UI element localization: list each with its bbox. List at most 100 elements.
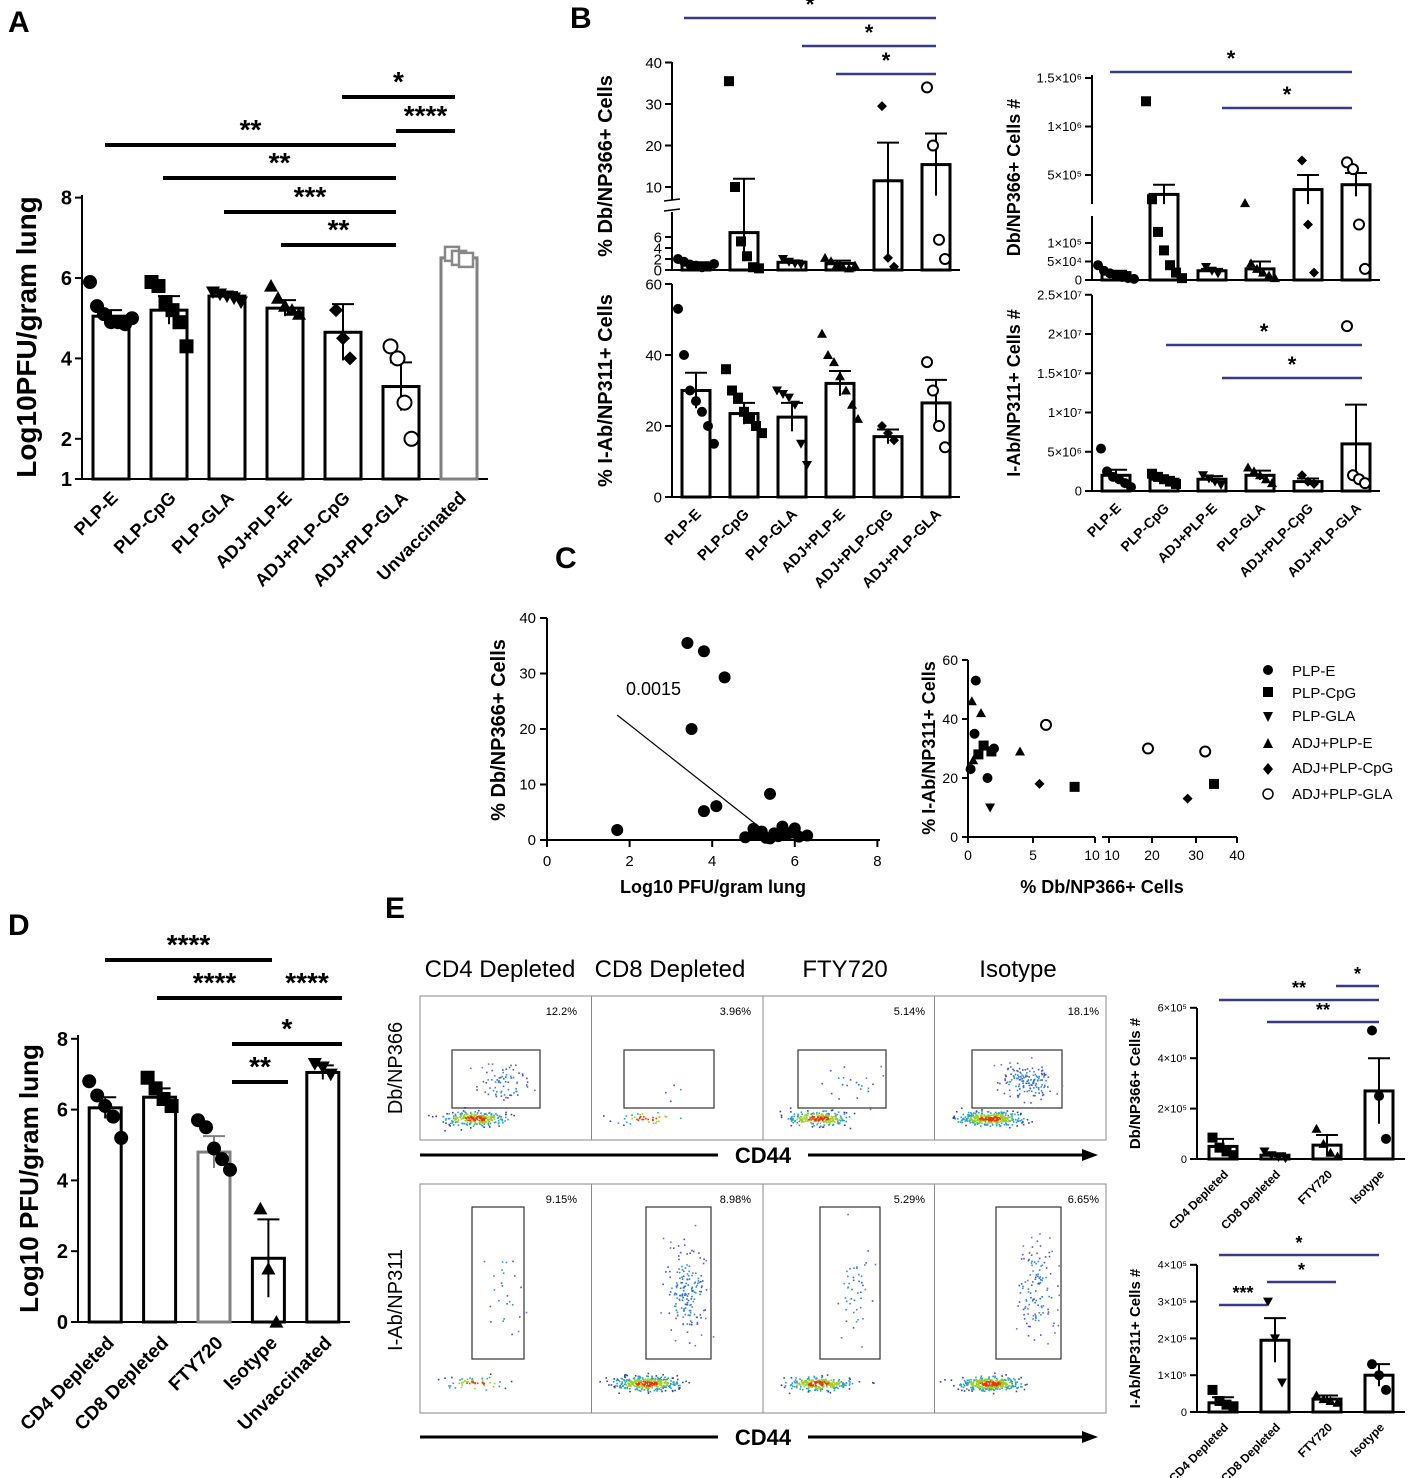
flow-event: [852, 1276, 855, 1279]
flow-event: [697, 1280, 700, 1282]
flow-event: [1041, 1069, 1044, 1072]
flow-event: [666, 1384, 669, 1386]
flow-event: [698, 1281, 701, 1284]
flow-event: [697, 1277, 700, 1280]
y-tick-label: 0: [950, 829, 958, 845]
y-tick-label: 1.5×10⁷: [1037, 366, 1082, 381]
flow-event: [1011, 1383, 1014, 1385]
flow-event: [852, 1327, 855, 1329]
flow-event: [614, 1386, 616, 1389]
flow-event: [984, 1379, 987, 1382]
flow-event: [1029, 1325, 1031, 1328]
flow-event: [1021, 1074, 1023, 1076]
flow-event: [1040, 1305, 1043, 1308]
flow-event: [1039, 1334, 1042, 1336]
data-point: [1261, 474, 1271, 484]
flow-event: [668, 1312, 671, 1314]
flow-event: [970, 1112, 973, 1115]
flow-event: [1006, 1110, 1009, 1112]
flow-event: [494, 1093, 497, 1096]
flow-event: [1003, 1119, 1006, 1121]
flow-event: [991, 1384, 993, 1386]
data-point: [679, 350, 689, 360]
flow-event: [1008, 1089, 1011, 1092]
flow-event: [1003, 1116, 1005, 1119]
data-point: [982, 773, 993, 783]
flow-event: [495, 1113, 497, 1115]
flow-event: [488, 1124, 490, 1127]
flow-event: [673, 1084, 675, 1087]
flow-event: [953, 1385, 955, 1387]
flow-event: [603, 1115, 605, 1117]
y-tick-label: 6: [57, 1100, 68, 1122]
data-point: [1374, 1370, 1384, 1381]
significance-label: ****: [193, 967, 237, 998]
x-tick-label: 30: [1188, 847, 1204, 863]
flow-event: [799, 1384, 802, 1386]
flow-event: [1028, 1252, 1031, 1254]
flow-event: [997, 1121, 999, 1124]
flow-event: [511, 1304, 514, 1306]
flow-event: [1014, 1382, 1017, 1385]
flow-event: [966, 1383, 969, 1386]
flow-event: [822, 1121, 825, 1124]
flow-event: [970, 1118, 973, 1120]
flow-event: [640, 1388, 643, 1390]
flow-event: [648, 1379, 650, 1382]
flow-event: [1032, 1314, 1035, 1317]
flow-event: [819, 1122, 822, 1125]
flow-event: [510, 1064, 512, 1067]
data-point: [269, 1315, 284, 1328]
flow-event: [967, 1114, 969, 1116]
flow-event: [815, 1120, 817, 1122]
flow-event: [480, 1116, 483, 1119]
flow-event: [817, 1116, 820, 1119]
flow-event: [636, 1380, 639, 1382]
flow-event: [688, 1381, 691, 1384]
flow-event: [828, 1382, 830, 1384]
data-point: [1367, 1359, 1377, 1370]
flow-event: [1041, 1066, 1043, 1069]
flow-event: [680, 1307, 683, 1309]
flow-event: [827, 1380, 830, 1383]
flow-event: [652, 1380, 655, 1382]
flow-event: [858, 1280, 860, 1283]
flow-event: [808, 1116, 811, 1119]
flow-event: [800, 1380, 803, 1382]
flow-event: [645, 1381, 647, 1384]
flow-event: [505, 1068, 508, 1070]
flow-event: [1048, 1255, 1051, 1258]
flow-event: [797, 1383, 800, 1385]
flow-event: [836, 1113, 838, 1116]
flow-event: [976, 1119, 978, 1122]
flow-event: [1035, 1262, 1037, 1265]
flow-event: [625, 1374, 627, 1376]
flow-event: [1005, 1381, 1007, 1384]
flow-event: [1035, 1315, 1037, 1318]
flow-event: [976, 1380, 978, 1383]
data-point: [973, 749, 984, 760]
flow-event: [1043, 1072, 1046, 1075]
flow-event: [1019, 1119, 1022, 1122]
flow-event: [972, 1116, 975, 1118]
flow-event: [800, 1386, 802, 1388]
flow-event: [664, 1382, 667, 1384]
flow-event: [804, 1120, 807, 1122]
data-point: [921, 356, 933, 369]
legend-label: PLP-CpG: [1292, 685, 1356, 702]
flow-event: [689, 1320, 692, 1322]
flow-event: [428, 1114, 430, 1117]
flow-event: [1004, 1078, 1006, 1080]
flow-event: [1038, 1277, 1041, 1280]
flow-event: [480, 1119, 483, 1122]
flow-event: [994, 1384, 996, 1387]
data-point: [148, 1081, 163, 1096]
flow-event: [1031, 1246, 1034, 1248]
flow-event: [995, 1113, 998, 1116]
data-point: [1267, 478, 1277, 488]
flow-event: [849, 1302, 851, 1305]
flow-event: [685, 1293, 687, 1296]
flow-event: [971, 1390, 973, 1392]
flow-event: [1033, 1339, 1036, 1341]
flow-event: [461, 1378, 463, 1380]
